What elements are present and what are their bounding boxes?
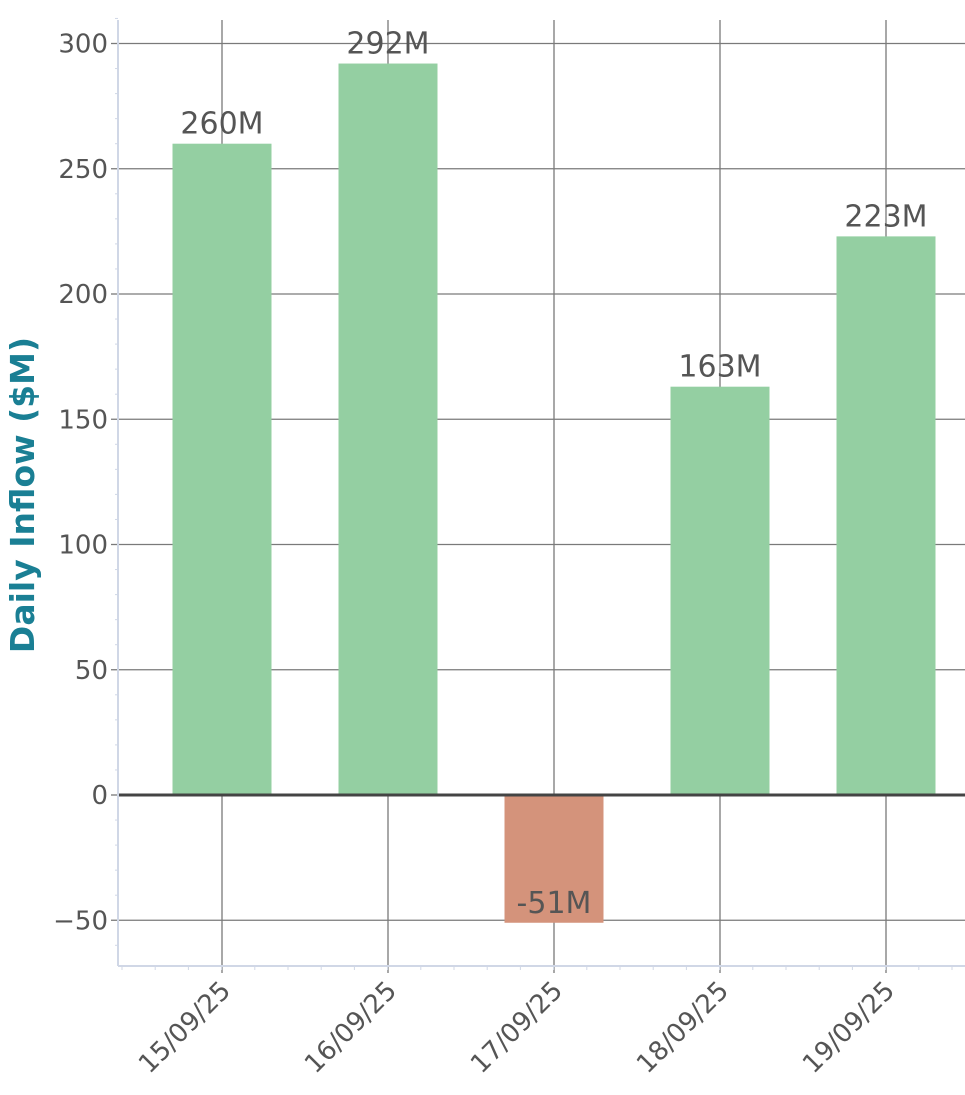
data-label-18/09/25: 163M: [678, 350, 761, 385]
data-label-16/09/25: 292M: [346, 27, 429, 62]
x-tick-label-2: 17/09/25: [465, 976, 569, 1080]
bar-18/09/25: [670, 386, 770, 795]
data-label-17/09/25: -51M: [517, 886, 592, 921]
y-tick-label-250: 250: [58, 155, 108, 185]
y-tick-label-100: 100: [58, 531, 108, 561]
y-tick-label-50: 50: [75, 656, 108, 686]
bar-16/09/25: [338, 63, 438, 796]
bars: [172, 63, 936, 923]
y-tick-label--50: −50: [53, 906, 108, 936]
bar-15/09/25: [172, 143, 272, 795]
y-tick-label-200: 200: [58, 280, 108, 310]
y-axis-label: Daily Inflow ($M): [3, 337, 42, 653]
x-tick-label-1: 16/09/25: [299, 976, 403, 1080]
bar-17/09/25: [504, 795, 604, 923]
y-tick-label-150: 150: [58, 405, 108, 435]
x-tick-label-0: 15/09/25: [133, 976, 237, 1080]
y-tick-label-300: 300: [58, 30, 108, 60]
x-tick-label-3: 18/09/25: [631, 976, 735, 1080]
data-label-19/09/25: 223M: [844, 199, 927, 234]
y-tick-label-0: 0: [91, 781, 108, 811]
data-labels: 260M 292M -51M 163M 223M: [180, 27, 927, 921]
x-tick-label-4: 19/09/25: [797, 976, 901, 1080]
data-label-15/09/25: 260M: [180, 107, 263, 142]
bar-19/09/25: [836, 236, 936, 795]
